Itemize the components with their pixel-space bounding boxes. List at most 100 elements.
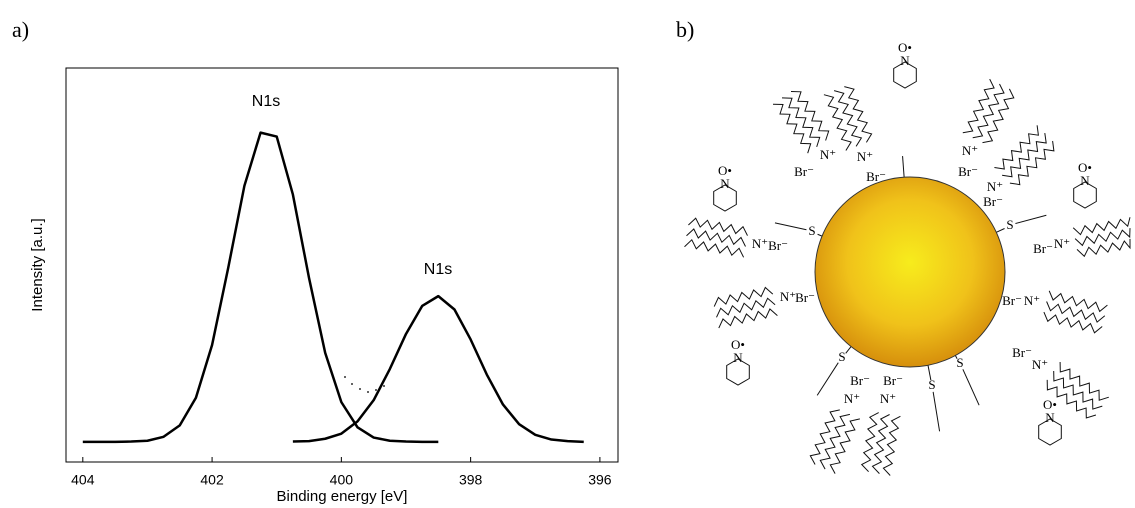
spectrum-line	[82, 131, 439, 444]
ammonium-label: N⁺	[752, 236, 768, 251]
bromide-label: Br⁻	[1002, 293, 1022, 308]
sulfur-label: S	[838, 349, 845, 364]
alkyl-chain	[1002, 133, 1047, 178]
alkyl-chain	[1074, 228, 1131, 247]
dot	[351, 383, 353, 385]
ester-link	[1015, 214, 1047, 224]
bromide-label: Br⁻	[795, 290, 815, 305]
tempo-ring	[713, 184, 737, 212]
alkyl-chain	[871, 414, 890, 474]
x-tick-label: 400	[330, 472, 354, 488]
alkyl-chain	[718, 308, 778, 329]
tempo-n: N	[720, 176, 730, 191]
x-tick-label: 396	[588, 472, 612, 488]
x-tick-label: 404	[71, 472, 95, 488]
ammonium-label: N⁺	[962, 143, 978, 158]
ammonium-label: N⁺	[1054, 236, 1070, 251]
dot	[359, 388, 361, 390]
annotation: N1s	[252, 93, 280, 110]
alkyl-chain	[713, 286, 774, 307]
alkyl-chain	[781, 97, 821, 148]
tempo-ring	[893, 61, 917, 89]
ester-link	[962, 369, 980, 406]
bromide-label: Br⁻	[850, 373, 870, 388]
alkyl-chain	[962, 78, 995, 134]
bromide-label: Br⁻	[768, 238, 788, 253]
alkyl-chain	[994, 125, 1039, 170]
ammonium-label: N⁺	[880, 391, 896, 406]
sulfur-label: S	[808, 223, 815, 238]
gold-nanoparticle	[814, 176, 1006, 368]
alkyl-chain	[1059, 361, 1109, 401]
alkyl-chain	[860, 412, 879, 473]
ester-link	[816, 362, 839, 396]
ammonium-label: N⁺	[987, 179, 1003, 194]
alkyl-chain	[684, 238, 745, 258]
alkyl-chain	[982, 88, 1015, 144]
ammonium-label: N⁺	[820, 147, 836, 162]
plot-frame	[65, 67, 619, 463]
bromide-label: Br⁻	[883, 373, 903, 388]
alkyl-chain	[1072, 217, 1131, 236]
alkyl-chain	[688, 217, 748, 236]
bromide-label: Br⁻	[794, 164, 814, 179]
dot	[375, 389, 377, 391]
alkyl-chain	[1076, 238, 1131, 258]
tempo-ring	[1073, 181, 1097, 209]
alkyl-chain	[809, 409, 840, 465]
tempo-o: O•	[1043, 397, 1057, 412]
alkyl-chain	[772, 103, 812, 154]
ammonium-label: N⁺	[1024, 293, 1040, 308]
alkyl-chain	[972, 83, 1005, 139]
alkyl-chain	[1053, 370, 1103, 410]
thiol-link	[996, 228, 1005, 233]
alkyl-chain	[882, 415, 901, 476]
dot	[344, 376, 346, 378]
y-axis-label: Intensity [a.u.]	[29, 218, 46, 311]
bromide-label: Br⁻	[1033, 241, 1053, 256]
tempo-o: O•	[731, 337, 745, 352]
tempo-n: N	[900, 53, 910, 68]
alkyl-chain	[844, 86, 873, 143]
alkyl-chain	[1043, 311, 1103, 334]
dot	[367, 391, 369, 393]
thiol-link	[817, 233, 823, 237]
ammonium-label: N⁺	[844, 391, 860, 406]
thiol-link	[845, 346, 852, 354]
dot	[383, 385, 385, 387]
spectrum-line	[292, 294, 584, 444]
ammonium-label: N⁺	[857, 149, 873, 164]
alkyl-chain	[829, 418, 861, 474]
panel-label: a)	[12, 17, 29, 42]
tempo-o: O•	[718, 163, 732, 178]
ammonium-label: N⁺	[1032, 357, 1048, 372]
bromide-label: Br⁻	[866, 169, 886, 184]
alkyl-chain	[819, 413, 851, 470]
alkyl-chain	[686, 228, 746, 247]
bromide-label: Br⁻	[958, 164, 978, 179]
x-axis-label: Binding energy [eV]	[277, 488, 408, 505]
x-tick-label: 402	[200, 472, 224, 488]
alkyl-chain	[790, 91, 830, 141]
tempo-o: O•	[1078, 160, 1092, 175]
alkyl-chain	[1046, 379, 1097, 419]
tempo-o: O•	[898, 40, 912, 55]
alkyl-chain	[833, 90, 863, 147]
sulfur-label: S	[956, 355, 963, 370]
ammonium-label: N⁺	[780, 289, 796, 304]
panel-label: b)	[676, 17, 694, 42]
alkyl-chain	[1046, 301, 1106, 323]
alkyl-chain	[716, 297, 776, 318]
tempo-ring	[726, 358, 750, 386]
alkyl-chain	[1009, 140, 1055, 186]
tempo-n: N	[733, 350, 743, 365]
bromide-label: Br⁻	[983, 194, 1003, 209]
thiol-link	[927, 365, 932, 381]
alkyl-chain	[1048, 290, 1108, 313]
bromide-label: Br⁻	[1012, 345, 1032, 360]
nanoparticle-diagram: N⁺N⁺N⁺N⁺N⁺N⁺N⁺N⁺N⁺ N⁺N⁺Br⁻Br⁻Br⁻Br⁻Br⁻Br⁻…	[684, 40, 1131, 476]
tempo-n: N	[1045, 410, 1055, 425]
tempo-ring	[1038, 418, 1062, 446]
x-tick-label: 398	[459, 472, 483, 488]
